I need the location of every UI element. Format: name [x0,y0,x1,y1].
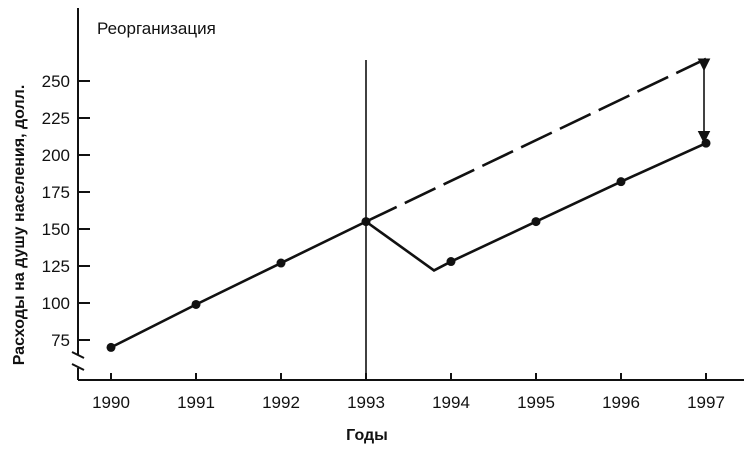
data-point-marker [616,177,626,187]
axes [71,8,744,381]
data-point-marker [191,299,201,309]
y-tick-label: 100 [42,294,70,313]
x-tick-label: 1997 [687,393,725,412]
series-line-dashed [365,57,707,223]
x-tick-label: 1996 [602,393,640,412]
x-tick-label: 1993 [347,393,385,412]
x-tick-label: 1992 [262,393,300,412]
y-tick-label: 150 [42,220,70,239]
x-axis-title: Годы [346,427,388,444]
series-layer [106,57,711,352]
y-tick-label: 225 [42,109,70,128]
y-axis-break-mark [71,351,85,371]
y-tick-label: 125 [42,257,70,276]
data-point-marker [276,258,286,268]
y-ticks: 75 100 125 150 175 200 225 250 [42,72,90,350]
x-tick-label: 1991 [177,393,215,412]
x-tick-label: 1994 [432,393,470,412]
data-point-marker [531,217,541,227]
x-tick-label: 1990 [92,393,130,412]
x-ticks: 1990 1991 1992 1993 1994 1995 1996 1997 [92,373,725,412]
y-tick-label: 175 [42,183,70,202]
series-line-solid [110,141,707,349]
data-point-marker [446,257,456,267]
y-tick-label: 75 [51,331,70,350]
y-tick-label: 250 [42,72,70,91]
data-point-marker [701,138,711,148]
data-point-marker [106,342,116,352]
x-tick-label: 1995 [517,393,555,412]
y-axis-title: Расходы на душу населения, долл. [11,85,28,366]
annotation-reorganization: Реорганизация [97,19,216,38]
y-tick-label: 200 [42,146,70,165]
